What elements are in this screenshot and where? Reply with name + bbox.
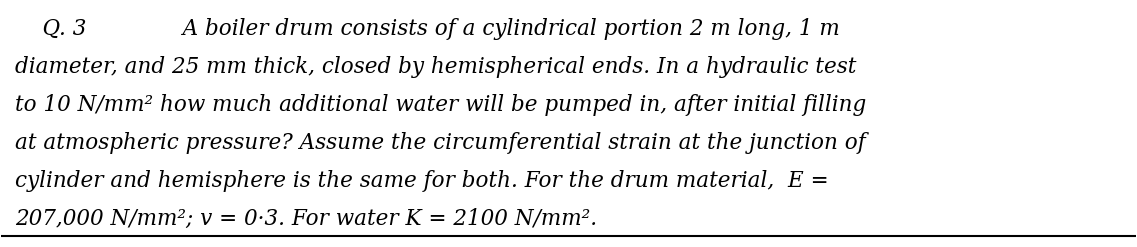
Text: Q. 3              A boiler drum consists of a cylindrical portion 2 m long, 1 m: Q. 3 A boiler drum consists of a cylindr…: [15, 19, 840, 41]
Text: cylinder and hemisphere is the same for both. For the drum material,  E =: cylinder and hemisphere is the same for …: [15, 170, 829, 192]
Text: to 10 N/mm² how much additional water will be pumped in, after initial filling: to 10 N/mm² how much additional water wi…: [15, 94, 866, 116]
Text: at atmospheric pressure? Assume the circumferential strain at the junction of: at atmospheric pressure? Assume the circ…: [15, 132, 865, 154]
Text: diameter, and 25 mm thick, closed by hemispherical ends. In a hydraulic test: diameter, and 25 mm thick, closed by hem…: [15, 56, 856, 78]
Text: 207,000 N/mm²; v = 0·3. For water K = 2100 N/mm².: 207,000 N/mm²; v = 0·3. For water K = 21…: [15, 208, 597, 230]
